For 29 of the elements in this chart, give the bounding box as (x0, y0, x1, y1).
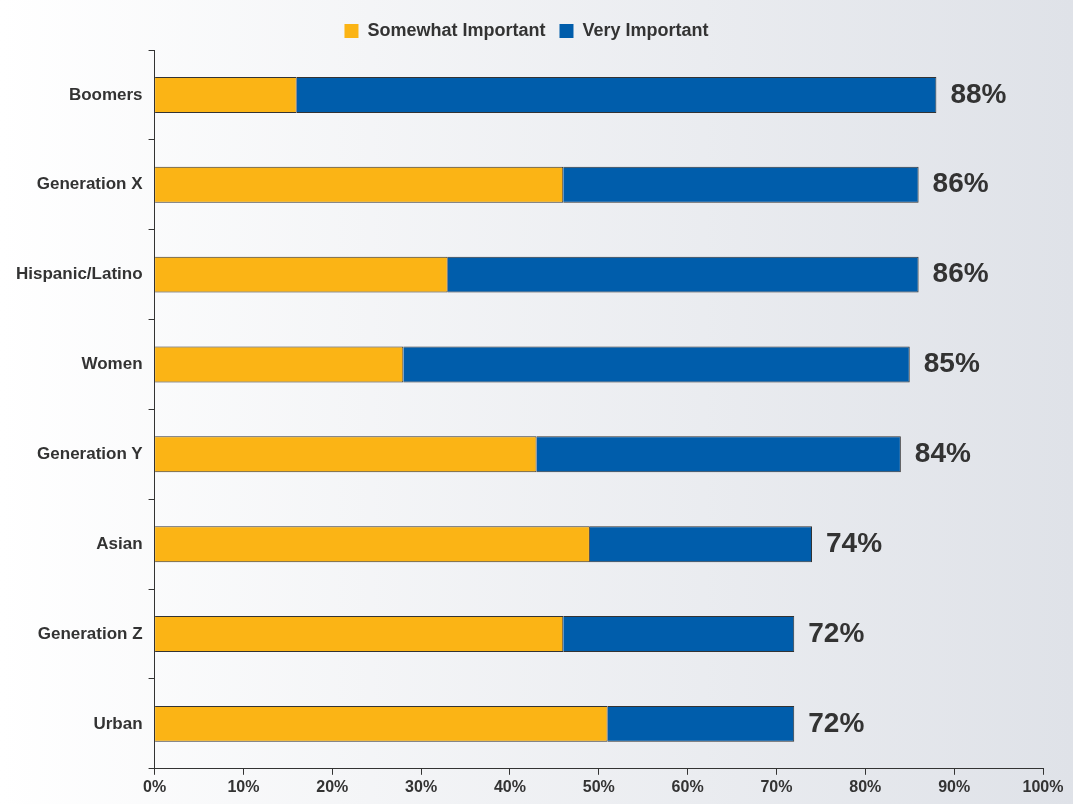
y-tick-label: Boomers (68, 84, 143, 104)
x-tick-label: 20% (316, 777, 349, 795)
y-tick-label: Women (81, 354, 143, 374)
total-label: 85% (923, 347, 980, 379)
y-tick-label: Urban (93, 713, 143, 733)
x-tick-label: 0% (143, 777, 167, 795)
y-tick-label: Generation Z (37, 623, 143, 643)
x-tick-label: 90% (938, 777, 971, 795)
total-label: 84% (914, 437, 971, 469)
x-tick-label: 30% (405, 777, 438, 795)
total-label: 86% (932, 167, 989, 199)
total-label: 72% (808, 616, 865, 648)
y-tick-label: Hispanic/Latino (15, 264, 143, 284)
x-tick-label: 10% (227, 777, 260, 795)
x-tick-label: 60% (671, 777, 704, 795)
x-tick-label: 100% (1022, 777, 1064, 795)
total-label: 72% (808, 706, 865, 738)
total-label: 74% (826, 526, 883, 558)
legend-label: Very Important (582, 19, 709, 40)
y-tick-label: Generation Y (37, 444, 144, 464)
y-tick-label: Generation X (36, 174, 144, 194)
x-tick-label: 80% (849, 777, 882, 795)
x-tick-label: 70% (760, 777, 793, 795)
legend-label: Somewhat Important (367, 19, 546, 40)
total-label: 86% (932, 257, 989, 289)
x-tick-label: 50% (582, 777, 615, 795)
y-tick-label: Asian (96, 533, 143, 553)
total-label: 88% (950, 77, 1007, 109)
x-tick-label: 40% (493, 777, 526, 795)
